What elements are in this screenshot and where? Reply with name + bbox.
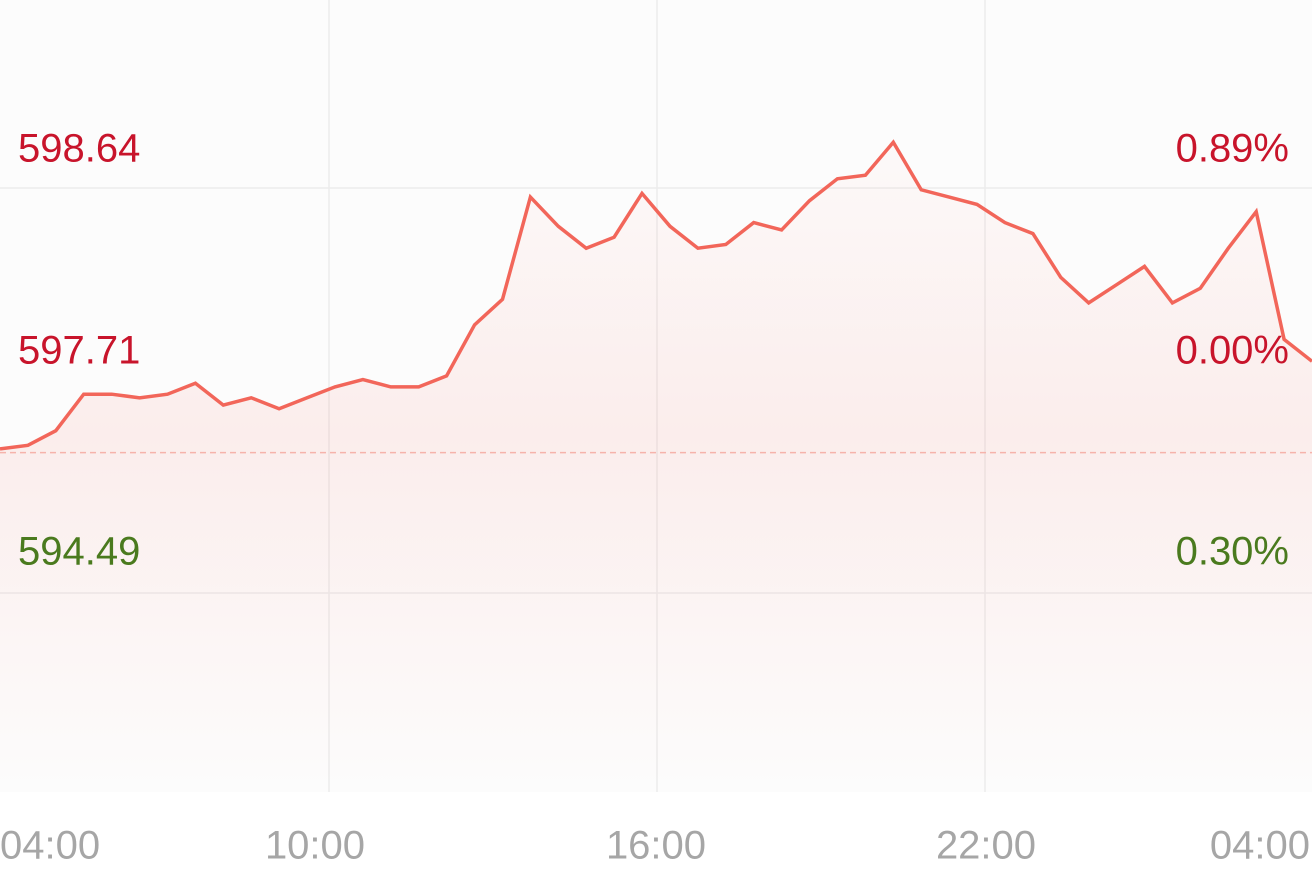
x-tick-label: 10:00: [265, 824, 365, 868]
y-tick-label-left: 597.71: [18, 329, 140, 373]
x-tick-label: 04:00: [0, 824, 100, 868]
y-tick-label-right: 0.00%: [1176, 329, 1289, 373]
y-tick-label-left: 598.64: [18, 127, 140, 171]
x-axis-labels: 04:00 10:00 16:00 22:00 04:00: [0, 824, 1310, 868]
y-tick-label-right: 0.89%: [1176, 127, 1289, 171]
x-tick-label: 16:00: [606, 824, 706, 868]
x-tick-label: 22:00: [936, 824, 1036, 868]
x-tick-label: 04:00: [1210, 824, 1310, 868]
y-tick-label-left: 594.49: [18, 530, 140, 574]
y-tick-label-right: 0.30%: [1176, 530, 1289, 574]
